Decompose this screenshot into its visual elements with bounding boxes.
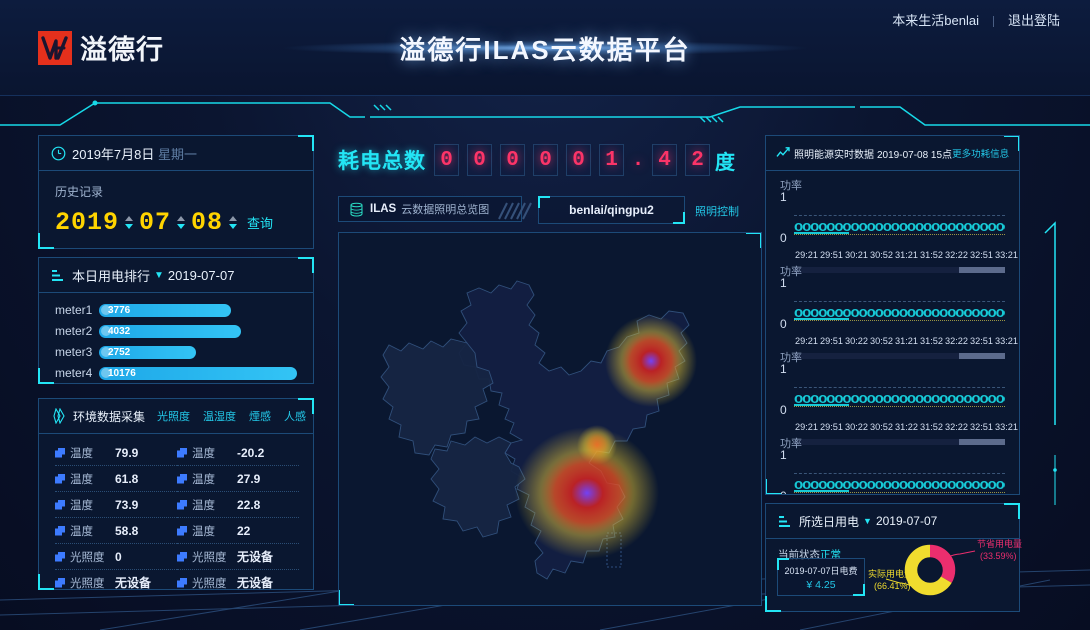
- svg-text:(66.41%): (66.41%): [874, 581, 911, 591]
- svg-text:节省用电量: 节省用电量: [977, 538, 1022, 549]
- svg-text:(33.59%): (33.59%): [980, 551, 1017, 561]
- svg-text:实际用电量: 实际用电量: [868, 568, 913, 579]
